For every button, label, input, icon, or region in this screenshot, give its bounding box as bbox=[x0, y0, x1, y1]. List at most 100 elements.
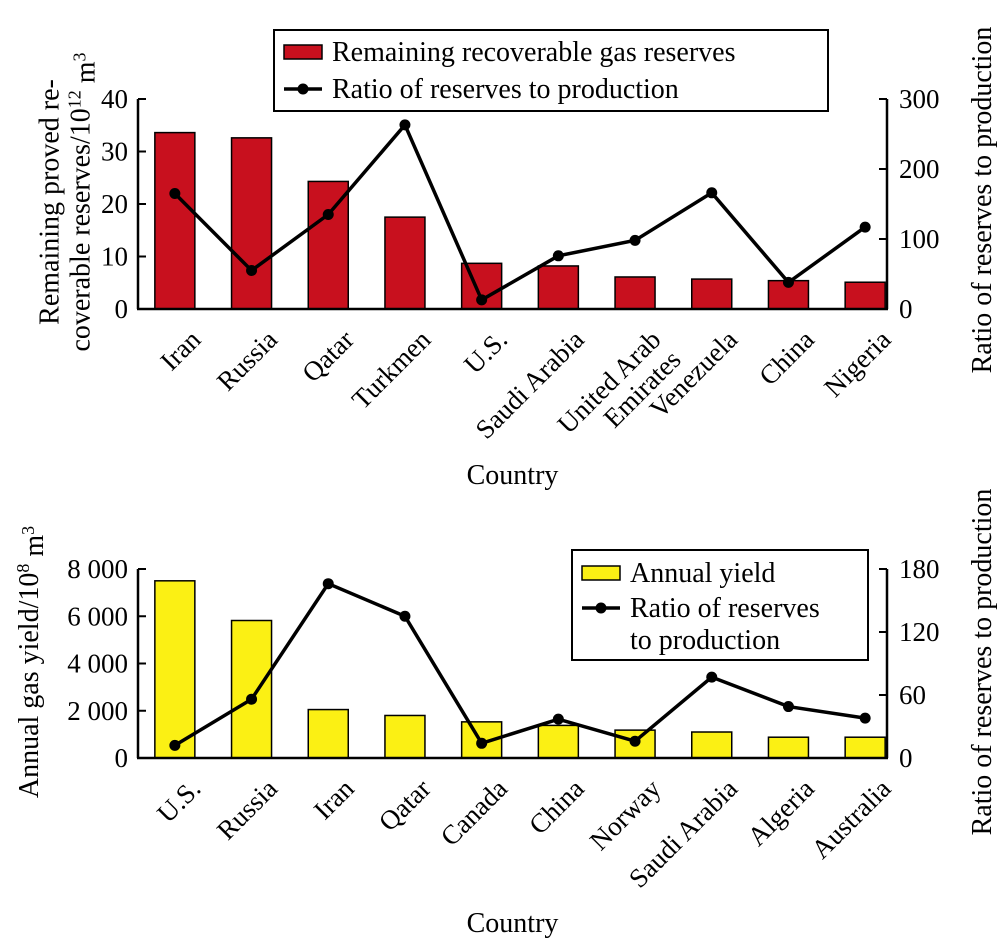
bar bbox=[154, 131, 196, 310]
legend: Remaining recoverable gas reserves Ratio … bbox=[273, 29, 829, 112]
y-tick-label: 8 000 bbox=[67, 554, 128, 584]
y2-axis-title: Ratio of reserves to production bbox=[967, 489, 998, 836]
x-tick-label-line: China bbox=[753, 324, 820, 391]
x-tick-label: Russia bbox=[211, 773, 283, 845]
x-tick-label-line: U.S. bbox=[458, 324, 513, 379]
bar bbox=[691, 278, 733, 310]
x-tick-label-line: Qatar bbox=[296, 324, 360, 388]
y-tick-label: 4 000 bbox=[67, 649, 128, 679]
x-tick-label: U.S. bbox=[458, 324, 513, 379]
y-tick-label: 0 bbox=[115, 743, 129, 773]
bar bbox=[384, 714, 426, 759]
x-tick-label-line: China bbox=[523, 773, 590, 840]
bar bbox=[307, 708, 349, 759]
y-axis-title-part: m bbox=[19, 535, 50, 564]
y-axis-title-sup: 12 bbox=[64, 90, 84, 108]
y2-tick-label: 200 bbox=[899, 154, 940, 184]
ratio-marker bbox=[552, 713, 564, 725]
ratio-line bbox=[173, 121, 867, 303]
ratio-marker bbox=[552, 250, 564, 262]
x-tick-label: Nigeria bbox=[818, 324, 896, 402]
yield-chart: 0 2 000 4 000 6 000 8 000 0 60 120 180 U.S. Russia… bbox=[13, 489, 998, 939]
legend-label-line: Ratio of reserves to production bbox=[332, 74, 679, 105]
legend-label-line: Ratio of reserves bbox=[630, 593, 820, 624]
legend-bar-swatch bbox=[283, 44, 323, 60]
bar bbox=[537, 724, 580, 759]
x-tick-label-line: Australia bbox=[805, 773, 896, 864]
x-tick-label: Australia bbox=[805, 773, 896, 864]
legend-label-line: to production bbox=[630, 625, 780, 656]
legend-box bbox=[571, 549, 869, 661]
y-tick-label: 20 bbox=[101, 189, 128, 219]
x-tick-label: Iran bbox=[154, 324, 206, 376]
x-tick-label: China bbox=[523, 773, 590, 840]
y2-tick-label: 100 bbox=[899, 224, 940, 254]
x-axis-title: Country bbox=[467, 908, 559, 939]
y2-tick-label: 0 bbox=[899, 294, 913, 324]
y-tick-label: 30 bbox=[101, 137, 128, 167]
x-tick-label-line: Canada bbox=[435, 773, 513, 851]
bar bbox=[384, 216, 426, 310]
x-axis-title: Country bbox=[467, 460, 559, 491]
ratio-marker bbox=[246, 265, 258, 276]
legend-label-bar: Annual yield bbox=[630, 558, 775, 589]
y-axis-title-line: coverable reserves/10 bbox=[65, 108, 96, 351]
x-tick-label-line: Russia bbox=[211, 773, 283, 845]
ratio-line bbox=[173, 581, 866, 747]
x-tick-label-line: Qatar bbox=[373, 773, 437, 837]
y-tick-label: 10 bbox=[101, 242, 128, 272]
ratio-marker bbox=[399, 610, 411, 622]
x-tick-label: Iran bbox=[308, 773, 360, 825]
ratio-marker bbox=[246, 693, 258, 705]
bar bbox=[844, 281, 886, 310]
ratio-marker bbox=[629, 735, 641, 747]
x-tick-label: China bbox=[753, 324, 820, 391]
y-tick-label: 0 bbox=[115, 294, 129, 324]
y-tick-label: 2 000 bbox=[67, 696, 128, 726]
bar bbox=[154, 580, 196, 759]
x-tick-label: Qatar bbox=[373, 773, 437, 837]
reserves-chart: 0 10 20 30 40 0 100 200 300 Iran Russia QatarTurkme… bbox=[35, 27, 998, 491]
x-tick-label: Turkmen bbox=[346, 324, 437, 415]
y2-tick-label: 300 bbox=[899, 84, 940, 114]
y-axis-title-part: m bbox=[70, 61, 101, 90]
y-tick-label: 40 bbox=[101, 84, 128, 114]
bar bbox=[230, 137, 273, 310]
ratio-marker bbox=[169, 188, 181, 199]
x-tick-label-line: Iran bbox=[308, 773, 360, 825]
bar bbox=[767, 736, 810, 759]
ratio-marker bbox=[476, 737, 488, 749]
bar bbox=[307, 180, 349, 310]
y2-tick-label: 120 bbox=[899, 617, 940, 647]
legend-box bbox=[273, 29, 829, 112]
bar bbox=[691, 731, 733, 759]
bar bbox=[844, 736, 886, 759]
legend-marker-swatch bbox=[595, 602, 607, 614]
y-axis-title-part: Annual gas yield/10 bbox=[14, 573, 45, 799]
ratio-marker bbox=[399, 119, 411, 131]
y-axis-title: Annual gas yield/108 m3 bbox=[13, 526, 50, 798]
x-tick-label: Canada bbox=[435, 773, 513, 851]
y-tick-label: 6 000 bbox=[67, 601, 128, 631]
legend-bar-swatch bbox=[581, 565, 621, 581]
x-tick-label-line: U.S. bbox=[151, 773, 206, 828]
ratio-marker bbox=[629, 234, 641, 246]
y2-tick-label: 60 bbox=[899, 680, 926, 710]
ratio-marker bbox=[859, 221, 871, 233]
bar bbox=[614, 276, 656, 310]
y-axis-title-sup: 3 bbox=[69, 52, 89, 61]
y-axis-title: Remaining proved re-coverable reserves/1… bbox=[35, 52, 102, 351]
ratio-marker bbox=[859, 712, 871, 724]
x-tick-label: Qatar bbox=[296, 324, 360, 388]
legend-marker-swatch bbox=[297, 83, 309, 95]
ratio-marker bbox=[169, 739, 181, 751]
ratio-marker bbox=[782, 276, 794, 288]
legend-label-bar: Remaining recoverable gas reserves bbox=[332, 37, 735, 68]
x-tick-label: Russia bbox=[211, 324, 283, 396]
ratio-marker bbox=[322, 209, 334, 220]
ratio-marker bbox=[322, 578, 334, 590]
y2-axis-title: Ratio of reserves to production bbox=[967, 27, 998, 374]
ratio-marker bbox=[476, 294, 488, 306]
ratio-marker bbox=[782, 701, 794, 713]
ratio-marker bbox=[706, 187, 718, 199]
